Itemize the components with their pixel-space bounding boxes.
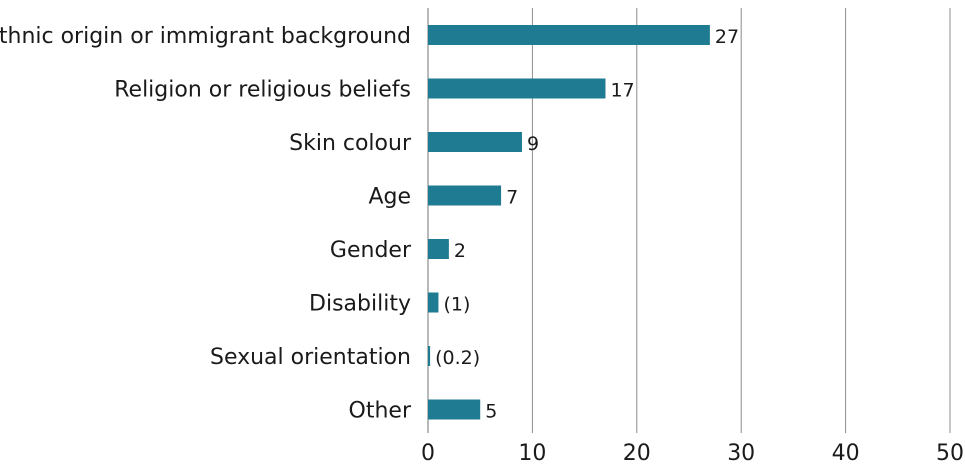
bar (428, 346, 431, 366)
category-label: Ethnic origin or immigrant background (0, 24, 411, 49)
x-tick-label: 40 (832, 441, 860, 466)
x-axis-tick-labels: 0 10 20 30 40 50 (421, 441, 964, 466)
value-label: (1) (443, 294, 470, 316)
bar (428, 399, 481, 420)
value-label: 5 (485, 401, 497, 423)
bar (428, 78, 606, 99)
x-tick-label: 50 (936, 441, 964, 466)
bar (428, 292, 439, 313)
category-label: Religion or religious beliefs (114, 78, 411, 103)
x-tick-label: 10 (518, 441, 546, 466)
bar (428, 132, 522, 152)
category-label: Sexual orientation (210, 345, 411, 370)
value-label: 2 (454, 240, 466, 262)
value-label: 27 (715, 26, 739, 48)
value-label: 9 (527, 133, 539, 155)
value-label: 17 (610, 80, 634, 102)
category-label: Gender (330, 238, 412, 263)
value-label: 7 (506, 187, 518, 209)
bar (428, 185, 502, 206)
x-tick-label: 20 (623, 441, 651, 466)
category-labels: Ethnic origin or immigrant background Rel… (0, 24, 412, 424)
category-label: Age (368, 185, 411, 210)
x-tick-label: 0 (421, 441, 435, 466)
value-label: (0.2) (435, 347, 480, 369)
x-tick-label: 30 (727, 441, 755, 466)
category-label: Disability (309, 292, 411, 317)
gridlines (427, 8, 951, 433)
bar (428, 25, 710, 45)
category-label: Skin colour (289, 131, 412, 156)
value-labels: 27 17 9 7 2 (1) (0.2) 5 (435, 26, 739, 423)
bars (428, 25, 710, 420)
bar (428, 239, 449, 259)
category-label: Other (349, 399, 412, 424)
